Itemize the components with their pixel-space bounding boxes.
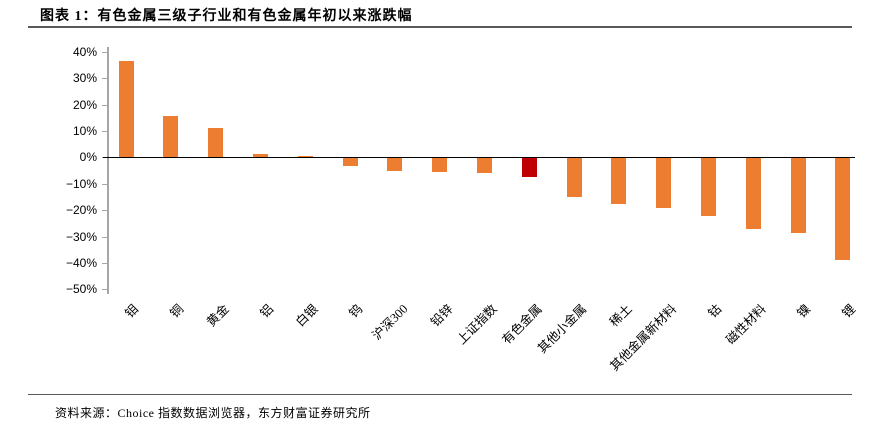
x-axis-category-label: 镍 <box>794 301 814 321</box>
bar <box>432 158 448 173</box>
bar <box>790 158 806 234</box>
x-axis-category-label: 铝 <box>257 301 277 321</box>
bar <box>611 158 627 205</box>
chart-title: 图表 1：有色金属三级子行业和有色金属年初以来涨跌幅 <box>40 9 413 24</box>
bar <box>566 158 582 197</box>
bar <box>387 158 403 172</box>
x-axis-category-label: 稀土 <box>606 301 635 330</box>
bar <box>745 158 761 229</box>
bar-chart: 40% 30% 20% 10% 0% −10% −20% −30% −40% −50% 钼 铜黄金 铝白… <box>0 30 872 390</box>
zero-baseline <box>103 156 855 159</box>
x-axis-category-label: 黄金 <box>203 301 232 330</box>
bar <box>297 155 313 158</box>
x-axis-category-label: 锂 <box>839 301 859 321</box>
y-axis-tick <box>102 210 107 212</box>
y-axis-tick <box>102 236 107 238</box>
y-axis-tick <box>102 262 107 264</box>
y-axis-tick-label: 0% <box>79 150 97 165</box>
bar <box>476 158 492 174</box>
bar <box>208 127 224 158</box>
y-axis-tick <box>102 130 107 132</box>
x-axis-category-label: 上证指数 <box>454 301 501 348</box>
y-axis-tick-label: −30% <box>65 229 97 244</box>
y-axis-tick-label: 20% <box>72 97 97 112</box>
bar <box>163 115 179 158</box>
y-axis-tick-label: 30% <box>72 71 97 86</box>
x-axis-category-label: 铜 <box>167 301 187 321</box>
y-axis-tick-label: −50% <box>65 282 97 297</box>
x-axis-category-label: 钴 <box>705 301 725 321</box>
bar <box>656 158 672 209</box>
x-axis-category-label: 铅锌 <box>427 301 456 330</box>
bar <box>700 158 716 217</box>
bar <box>835 158 851 261</box>
bar <box>521 158 537 178</box>
x-axis-category-label: 沪深300 <box>369 301 411 343</box>
y-axis-line <box>107 47 109 294</box>
bar <box>342 158 358 166</box>
y-axis-tick-label: −10% <box>65 176 97 191</box>
y-axis-tick <box>102 104 107 106</box>
y-axis-tick <box>102 289 107 291</box>
y-axis-tick-label: 10% <box>72 123 97 138</box>
bar <box>252 154 268 158</box>
x-axis-category-label: 钨 <box>346 301 366 321</box>
title-divider <box>28 26 852 28</box>
x-axis-category-label: 钼 <box>122 301 142 321</box>
bar <box>118 60 134 158</box>
x-axis-category-label: 磁性材料 <box>723 301 769 348</box>
x-axis-category-label: 白银 <box>293 301 321 330</box>
y-axis-tick-label: 40% <box>72 44 97 59</box>
y-axis-tick <box>102 51 107 53</box>
footer-divider <box>28 394 852 395</box>
source-note: 资料来源：Choice 指数数据浏览器，东方财富证券研究所 <box>55 406 371 420</box>
y-axis-tick <box>102 78 107 80</box>
y-axis-tick-label: −40% <box>65 255 97 270</box>
y-axis-tick <box>102 183 107 185</box>
y-axis-tick-label: −20% <box>65 203 97 218</box>
